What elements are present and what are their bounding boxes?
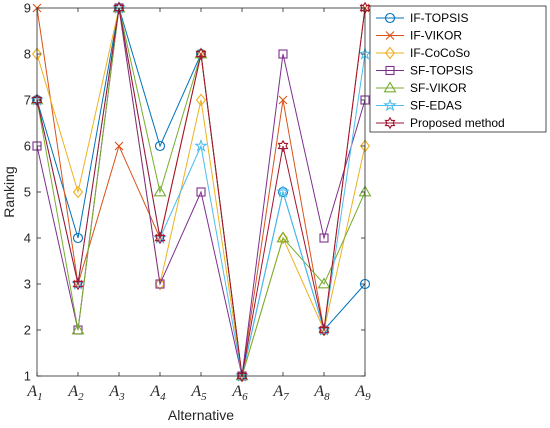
x-tick-label: A4 bbox=[149, 383, 166, 403]
data-point bbox=[113, 1, 125, 15]
data-point bbox=[276, 231, 290, 243]
data-point bbox=[278, 95, 288, 105]
series-layer bbox=[30, 0, 372, 383]
y-tick-label: 4 bbox=[24, 231, 31, 246]
legend-label: Proposed method bbox=[410, 116, 505, 130]
legend: IF-TOPSIS IF-VIKOR IF-CoCoSo SF-TOPSIS SF-VI… bbox=[369, 5, 547, 133]
y-tick-label: 9 bbox=[24, 1, 31, 16]
data-point bbox=[277, 139, 289, 153]
legend-entry: IF-TOPSIS bbox=[376, 11, 468, 25]
data-point bbox=[72, 185, 84, 199]
legend-label: SF-TOPSIS bbox=[410, 64, 473, 78]
data-point bbox=[155, 279, 165, 289]
axes-layer: 1 2 3 4 5 6 7 8 9 A1 A2 A3 A4 A5 A6 A7 A8 A9 bbox=[24, 1, 371, 404]
y-tick-label: 6 bbox=[24, 139, 31, 154]
data-point bbox=[194, 138, 208, 152]
x-tick-label: A1 bbox=[26, 383, 42, 403]
y-tick-label: 3 bbox=[24, 277, 31, 292]
legend-label: IF-CoCoSo bbox=[410, 46, 470, 60]
legend-entry: IF-VIKOR bbox=[376, 29, 462, 43]
data-point bbox=[317, 277, 331, 289]
series-line bbox=[36, 7, 366, 377]
x-tick-label: A8 bbox=[313, 383, 330, 403]
legend-marker bbox=[385, 65, 395, 76]
data-point bbox=[154, 231, 166, 245]
data-point bbox=[72, 277, 84, 291]
legend-label: IF-TOPSIS bbox=[410, 11, 468, 25]
data-point bbox=[196, 187, 206, 197]
legend-marker bbox=[384, 12, 396, 24]
legend-box bbox=[369, 5, 547, 133]
legend-label: IF-VIKOR bbox=[410, 29, 462, 43]
x-tick-label: A6 bbox=[231, 383, 248, 403]
x-tick-label: A7 bbox=[272, 383, 289, 403]
legend-entry: SF-EDAS bbox=[376, 98, 462, 113]
data-point bbox=[277, 231, 289, 245]
y-tick-label: 8 bbox=[24, 47, 31, 62]
legend-marker bbox=[383, 98, 397, 112]
legend-marker bbox=[385, 31, 395, 40]
data-point bbox=[72, 232, 84, 244]
y-tick-label: 7 bbox=[24, 93, 31, 108]
data-point bbox=[318, 323, 330, 337]
legend-label: SF-VIKOR bbox=[410, 81, 467, 95]
legend-entry: IF-CoCoSo bbox=[376, 46, 470, 60]
x-tick-label: A5 bbox=[190, 383, 207, 403]
series-line bbox=[36, 7, 366, 377]
data-point bbox=[71, 323, 85, 335]
legend-entry: SF-VIKOR bbox=[376, 81, 467, 95]
data-point bbox=[319, 233, 329, 243]
legend-marker bbox=[383, 81, 397, 93]
y-tick-label: 5 bbox=[24, 185, 31, 200]
data-point bbox=[154, 277, 166, 291]
data-point bbox=[195, 47, 207, 61]
legend-marker bbox=[384, 116, 396, 130]
data-point bbox=[195, 93, 207, 107]
x-tick-label: A3 bbox=[108, 383, 125, 403]
x-axis-label: Alternative bbox=[168, 407, 234, 423]
data-point bbox=[154, 140, 166, 152]
data-point bbox=[236, 369, 248, 383]
legend-entry: Proposed method bbox=[376, 116, 505, 130]
y-axis-label: Ranking bbox=[1, 166, 17, 217]
data-point bbox=[235, 369, 249, 381]
data-point bbox=[153, 185, 167, 197]
legend-entry: SF-TOPSIS bbox=[376, 64, 473, 78]
y-tick-label: 1 bbox=[24, 369, 31, 384]
data-point bbox=[276, 184, 290, 198]
legend-label: SF-EDAS bbox=[410, 99, 462, 113]
data-point bbox=[278, 49, 288, 59]
x-tick-label: A9 bbox=[354, 383, 371, 403]
y-tick-label: 2 bbox=[24, 323, 31, 338]
legend-marker bbox=[384, 46, 396, 60]
x-tick-label: A2 bbox=[67, 383, 84, 403]
data-point bbox=[114, 141, 124, 151]
